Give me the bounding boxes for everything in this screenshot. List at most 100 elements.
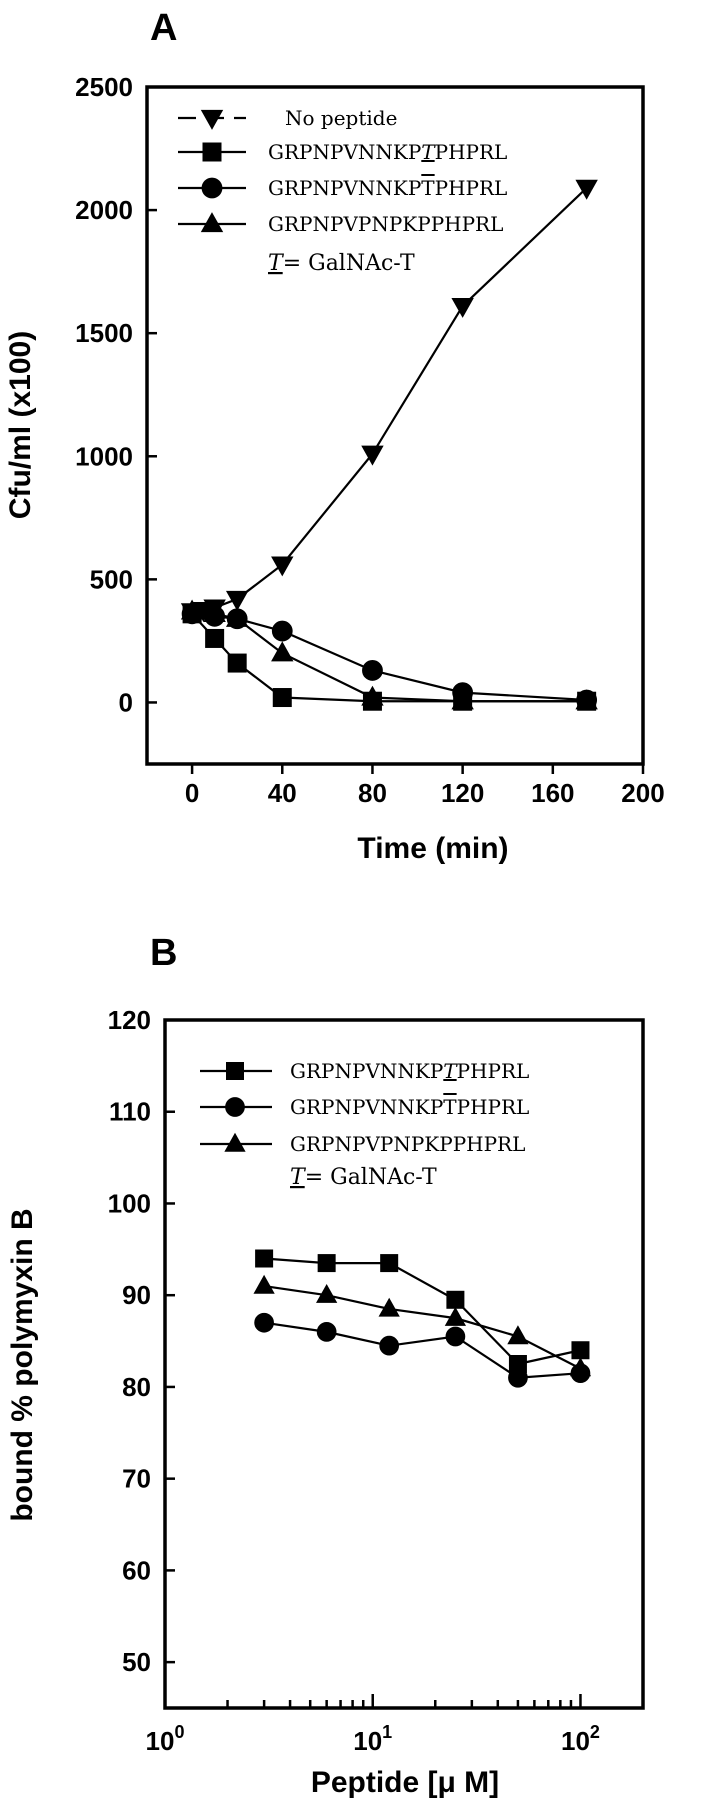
panel-b-y-tick-label: 100 bbox=[108, 1188, 151, 1218]
panel-a-y-tick-label: 1500 bbox=[75, 318, 133, 348]
panel-b-legend-marker bbox=[224, 1132, 246, 1152]
panel-b-data-point bbox=[508, 1367, 528, 1388]
panel-a-data-point bbox=[271, 556, 294, 577]
panel-a-x-tick-label: 80 bbox=[358, 778, 387, 808]
panel-a-series-4 bbox=[180, 599, 598, 710]
panel-b-data-point bbox=[316, 1322, 337, 1342]
panel-a-data-point bbox=[203, 602, 226, 622]
panel-b-data-point bbox=[254, 1312, 274, 1333]
panel-a-plot-frame bbox=[145, 85, 645, 766]
panel-b-data-point bbox=[378, 1297, 400, 1317]
panel-a-data-point bbox=[180, 599, 204, 620]
panel-b-data-point bbox=[444, 1306, 467, 1326]
panel-a-y-tick-label: 500 bbox=[90, 564, 133, 594]
panel-b-data-point bbox=[569, 1357, 592, 1377]
panel-b-y-tick-label: 90 bbox=[122, 1280, 151, 1310]
panel-b-x-tick-label: 100 bbox=[146, 1722, 185, 1756]
panel-a-legend: No peptide GRPNPVNNKPTPHPRL GRPNPVNNKPTPHP… bbox=[178, 106, 507, 276]
panel-a-data-point bbox=[271, 641, 294, 662]
panel-a-data-point bbox=[451, 297, 474, 318]
panel-a-series-1 bbox=[180, 179, 598, 624]
panel-a-series-line bbox=[191, 610, 587, 703]
panel-b-legend-marker bbox=[226, 1062, 244, 1080]
panel-a-letter: A bbox=[150, 7, 177, 49]
panel-a-y-tick-label: 2500 bbox=[75, 72, 133, 102]
panel-b-data-point bbox=[316, 1283, 338, 1303]
panel-a-x-tick-label: 0 bbox=[185, 778, 199, 808]
panel-a-series-line bbox=[191, 612, 587, 702]
panel-a-series-line bbox=[191, 613, 587, 703]
panel-a-data-point bbox=[362, 660, 383, 681]
panel-b-plot-frame bbox=[163, 1018, 645, 1710]
panel-b-letter: B bbox=[150, 932, 177, 974]
panel-a-legend-note: T= GalNAc-T bbox=[268, 251, 415, 276]
panel-b-y-tick-label: 60 bbox=[122, 1555, 151, 1585]
panel-b-legend-note: T= GalNAc-T bbox=[290, 1165, 437, 1190]
panel-b-y-tick-label: 110 bbox=[109, 1097, 151, 1127]
panel-a-legend-marker bbox=[200, 109, 224, 130]
panel-a-y-tick-label: 2000 bbox=[75, 195, 133, 225]
panel-b-data-point bbox=[445, 1326, 466, 1347]
panel-b-x-axis-label: Peptide [μ M] bbox=[311, 1766, 499, 1799]
panel-b-data-point bbox=[255, 1249, 274, 1268]
panel-a-data-point bbox=[575, 689, 598, 710]
panel-a-x-tick-label: 160 bbox=[531, 778, 574, 808]
panel-b-y-axis-label: bound % polymyxin B bbox=[6, 1208, 39, 1521]
panel-a-data-point bbox=[361, 685, 384, 706]
panel-b-y-tick-label: 80 bbox=[122, 1372, 151, 1402]
panel-a-data-point bbox=[225, 590, 249, 611]
panel-a-y-tick-label: 0 bbox=[119, 687, 133, 717]
panel-a-y-axis-label: Cfu/ml (x100) bbox=[4, 331, 37, 519]
panel-a-data-point bbox=[451, 689, 474, 710]
panel-b-series-2 bbox=[254, 1312, 591, 1388]
panel-a-legend-label: GRPNPVNNKPTPHPRL bbox=[268, 140, 507, 164]
panel-b-data-point bbox=[507, 1325, 529, 1345]
panel-b-series-line bbox=[264, 1257, 581, 1366]
panel-b-y-tick-label: 70 bbox=[122, 1464, 151, 1494]
panel-b-data-point bbox=[446, 1290, 465, 1309]
panel-b: B 100 101 102 50 60 70 80 90 100 110 120 GRPNPVNNK… bbox=[6, 932, 645, 1799]
panel-a-x-axis-label: Time (min) bbox=[357, 832, 508, 865]
panel-b-series bbox=[253, 1249, 592, 1388]
panel-b-legend-label: GRPNPVPNPKPPHPRL bbox=[290, 1132, 525, 1156]
panel-a-legend-marker bbox=[201, 177, 223, 199]
panel-b-x-tick-label: 101 bbox=[353, 1722, 392, 1756]
panel-a-x-tick-label: 200 bbox=[621, 778, 664, 808]
panel-a-legend-marker bbox=[200, 212, 224, 233]
panel-a-legend-marker bbox=[202, 142, 222, 162]
panel-a-data-point bbox=[575, 179, 598, 200]
panel-b-legend: GRPNPVNNKPTPHPRL GRPNPVNNKPTPHPRL GRPNPVPN… bbox=[200, 1059, 529, 1190]
panel-b-legend-label: GRPNPVNNKPTPHPRL bbox=[290, 1095, 529, 1119]
panel-b-legend-marker bbox=[225, 1097, 245, 1117]
panel-b-data-point bbox=[380, 1254, 399, 1273]
panel-b-data-point bbox=[253, 1274, 275, 1294]
panel-b-ticks: 100 101 102 50 60 70 80 90 100 110 120 bbox=[108, 1005, 600, 1756]
panel-a-data-point bbox=[227, 653, 247, 673]
panel-b-series-3 bbox=[253, 1274, 592, 1377]
panel-b-x-tick-label: 102 bbox=[561, 1722, 600, 1756]
panel-a-y-tick-label: 1000 bbox=[75, 441, 133, 471]
panel-b-y-tick-label: 50 bbox=[122, 1647, 151, 1677]
panel-a-x-tick-label: 40 bbox=[268, 778, 297, 808]
panel-a-data-point bbox=[271, 620, 293, 642]
panel-a-series bbox=[180, 179, 598, 711]
panel-a-legend-label: GRPNPVNNKPTPHPRL bbox=[268, 176, 507, 200]
panel-b-legend-label: GRPNPVNNKPTPHPRL bbox=[290, 1059, 529, 1083]
panel-a-legend-label: GRPNPVPNPKPPHPRL bbox=[268, 212, 503, 236]
panel-a-x-tick-label: 120 bbox=[441, 778, 484, 808]
panel-b-series-line bbox=[263, 1284, 581, 1370]
panel-a-data-point bbox=[225, 606, 249, 627]
panel-a-legend-label: No peptide bbox=[285, 106, 397, 130]
panel-b-data-point bbox=[317, 1254, 336, 1273]
panel-b-series-1 bbox=[255, 1249, 590, 1373]
panel-a-data-point bbox=[205, 628, 225, 648]
panel-b-data-point bbox=[571, 1341, 590, 1360]
panel-b-y-tick-label: 120 bbox=[108, 1005, 151, 1035]
panel-a-data-point bbox=[272, 688, 292, 708]
panel-a-data-point bbox=[361, 445, 384, 466]
panel-b-series-line bbox=[263, 1321, 581, 1379]
panel-b-data-point bbox=[379, 1335, 400, 1356]
